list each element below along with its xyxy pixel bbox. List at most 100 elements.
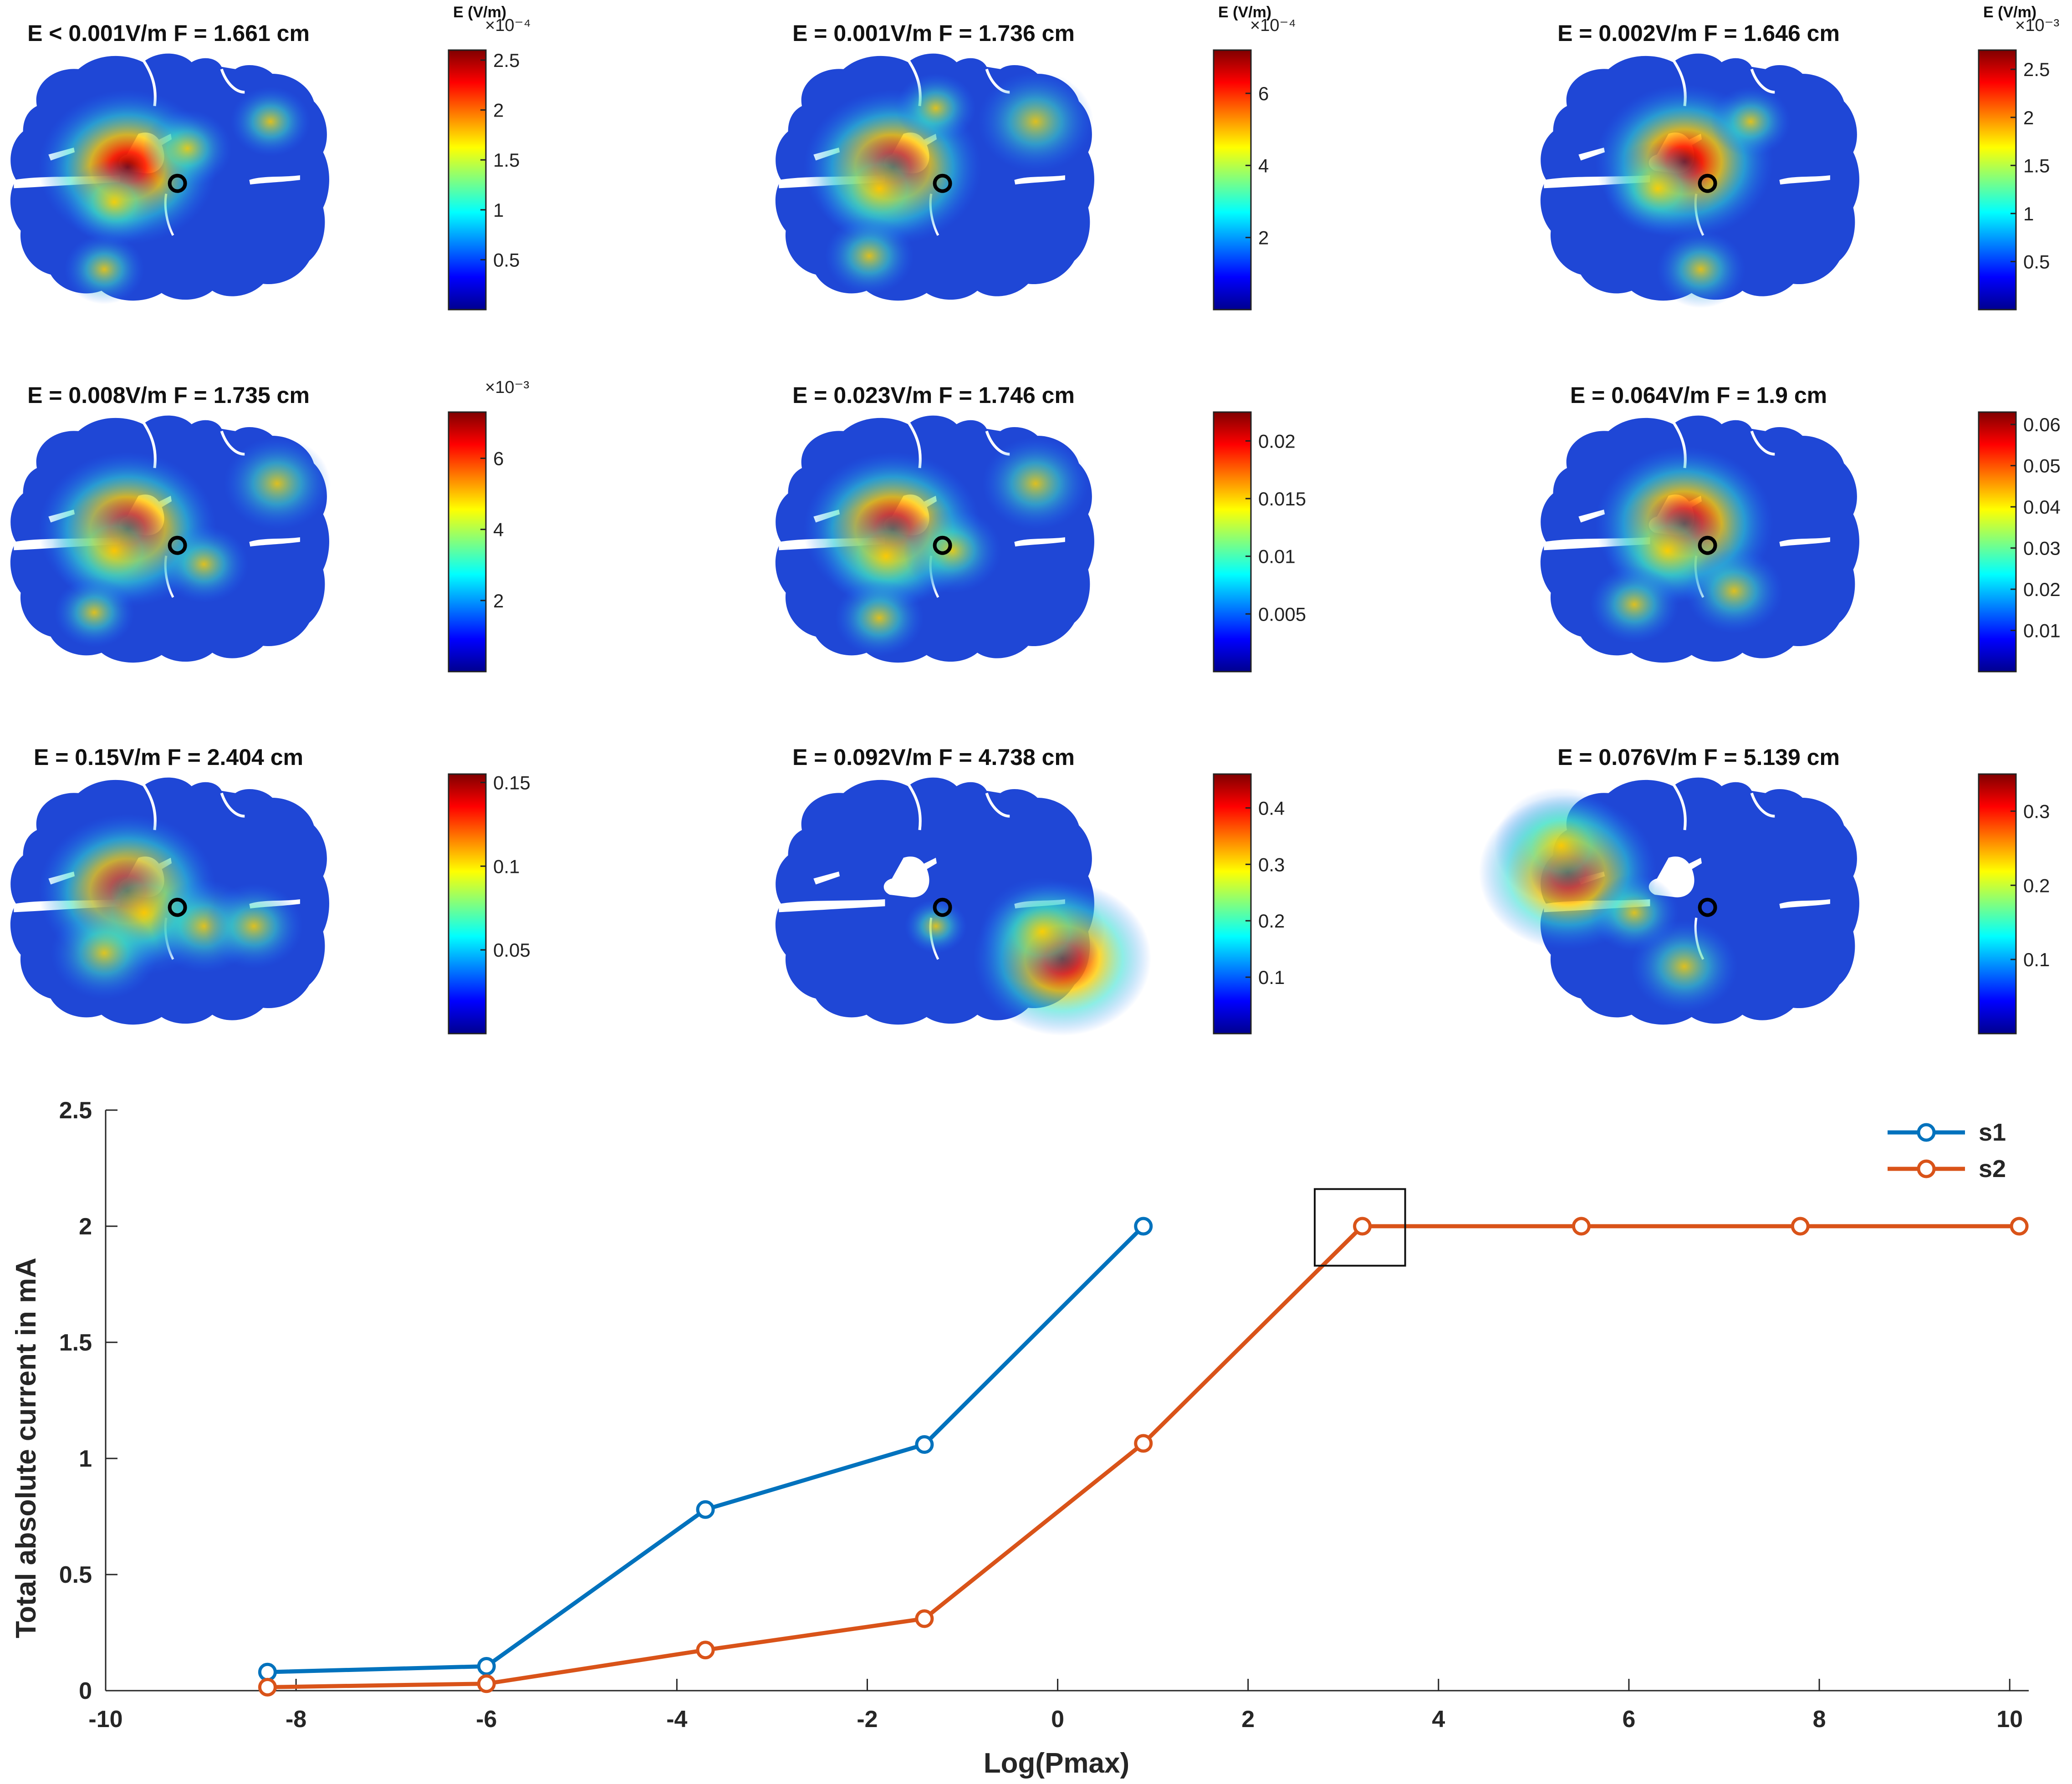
colorbar: [1978, 49, 2017, 311]
colorbar-tick-label: 2: [1258, 227, 1269, 249]
brain-panel: E = 0.092V/m F = 4.738 cm 0.1 0.2 0.3 0.4: [776, 744, 1285, 1036]
field-hotspot: [1710, 87, 1791, 157]
field-hotspot: [982, 437, 1089, 530]
data-point-s2: [258, 1677, 277, 1697]
legend-label-s2: s2: [1979, 1155, 2006, 1183]
colorbar: [1213, 411, 1252, 673]
field-hotspot: [65, 159, 163, 245]
y-tick-label: 1: [79, 1446, 92, 1472]
data-point-s1: [915, 1435, 934, 1454]
legend-label-s1: s1: [1979, 1119, 2006, 1146]
x-tick-label: -6: [476, 1706, 497, 1733]
colorbar-tick-label: 0.5: [493, 249, 520, 270]
panel-title: E = 0.001V/m F = 1.736 cm: [792, 20, 1075, 46]
colorbar-tick-label: 0.2: [1258, 910, 1285, 932]
highlight-box: [1314, 1188, 1406, 1267]
colorbar: [1213, 49, 1252, 311]
panel-title: E = 0.023V/m F = 1.746 cm: [792, 382, 1075, 408]
data-point-s1: [258, 1662, 277, 1682]
brain-panels: E < 0.001V/m F = 1.661 cm 0.5 1 1.5 2 2.5 ×10⁻…: [10, 4, 2061, 1036]
field-hotspot: [143, 110, 232, 187]
colorbar-tick-label: 0.3: [2023, 800, 2050, 822]
colorbar-tick-label: 0.4: [1258, 797, 1285, 819]
colorbar-tick-label: 0.2: [2023, 875, 2050, 896]
colorbar-tick-label: 0.005: [1258, 603, 1306, 625]
x-tick-label: -10: [88, 1706, 122, 1733]
field-hotspot: [1685, 548, 1783, 634]
field-hotspot: [980, 877, 1105, 986]
colorbar-exponent: ×10⁻⁴: [485, 16, 531, 35]
field-hotspot: [64, 234, 144, 304]
colorbar-tick-label: 2: [2023, 107, 2034, 128]
panel-title: E = 0.092V/m F = 4.738 cm: [792, 744, 1075, 770]
field-hotspot: [896, 73, 976, 143]
field-hotspot: [159, 525, 249, 603]
colorbar-title: E (V/m): [1218, 4, 1271, 21]
data-point-s2: [1353, 1217, 1372, 1236]
colorbar-tick-label: 2.5: [2023, 59, 2050, 80]
legend-marker-s1: [1917, 1123, 1936, 1142]
colorbar-tick-label: 2: [493, 590, 504, 612]
field-hotspot: [817, 134, 942, 243]
field-hotspot: [903, 508, 1002, 593]
colorbar-tick-label: 2.5: [493, 50, 520, 71]
colorbar-tick-label: 0.1: [493, 856, 520, 877]
series-line-s1: [267, 1224, 1145, 1674]
field-hotspot: [904, 899, 967, 953]
colorbar-tick-label: 0.015: [1258, 488, 1306, 510]
target-marker: [933, 897, 952, 917]
data-point-s2: [696, 1641, 715, 1660]
colorbar-tick-label: 6: [493, 448, 504, 469]
target-marker: [1698, 897, 1717, 917]
field-hotspot: [52, 496, 177, 605]
brain-panel: E = 0.002V/m F = 1.646 cm 0.5 1 1.5 2 2.5 ×10⁻…: [1541, 4, 2059, 311]
panel-title: E = 0.076V/m F = 5.139 cm: [1557, 744, 1840, 770]
x-tick-label: 10: [1996, 1706, 2023, 1733]
field-hotspot: [1494, 787, 1628, 904]
colorbar-tick-label: 0.04: [2023, 496, 2061, 518]
colorbar: [448, 49, 487, 311]
colorbar-tick-label: 6: [1258, 83, 1269, 104]
data-point-s2: [1572, 1217, 1591, 1236]
x-tick-label: -8: [286, 1706, 306, 1733]
target-marker: [168, 173, 187, 193]
colorbar: [1213, 773, 1252, 1035]
chart-series: [258, 1188, 2029, 1697]
colorbar-tick-label: 0.5: [2023, 251, 2050, 272]
panel-title: E = 0.064V/m F = 1.9 cm: [1570, 382, 1827, 408]
colorbar-tick-label: 0.01: [1258, 546, 1296, 567]
field-hotspot: [1590, 566, 1679, 643]
target-marker: [1698, 173, 1717, 193]
y-tick-label: 0.5: [59, 1562, 92, 1588]
colorbar-tick-label: 0.01: [2023, 620, 2061, 642]
field-hotspot: [1656, 230, 1745, 308]
x-axis-label: Log(Pmax): [984, 1748, 1129, 1779]
y-tick-label: 2: [79, 1213, 92, 1240]
brain-panel: E = 0.001V/m F = 1.736 cm 2 4 6 ×10⁻⁴E (V/m): [776, 4, 1296, 311]
colorbar-tick-label: 0.02: [1258, 430, 1296, 452]
x-tick-label: -2: [857, 1706, 878, 1733]
brain-panel: E = 0.008V/m F = 1.735 cm 2 4 6 ×10⁻³: [10, 378, 529, 673]
colorbar-tick-label: 1.5: [2023, 155, 2050, 176]
colorbar-tick-label: 1.5: [493, 149, 520, 171]
colorbar-tick-label: 0.06: [2023, 414, 2061, 435]
data-point-s1: [696, 1500, 715, 1519]
colorbar-tick-label: 2: [493, 100, 504, 121]
field-hotspot: [977, 71, 1094, 172]
x-tick-label: -4: [666, 1706, 687, 1733]
brain-panel: E = 0.15V/m F = 2.404 cm 0.05 0.1 0.15: [10, 744, 531, 1035]
colorbar-title: E (V/m): [1983, 4, 2036, 21]
x-tick-label: 8: [1813, 1706, 1826, 1733]
panel-title: E = 0.008V/m F = 1.735 cm: [27, 382, 310, 408]
colorbar-tick-label: 0.03: [2023, 538, 2061, 559]
colorbar-tick-label: 0.05: [493, 939, 531, 961]
field-hotspot: [204, 883, 303, 969]
colorbar-tick-label: 0.3: [1258, 854, 1285, 875]
y-axis-label: Total absolute current in mA: [10, 1258, 42, 1638]
target-marker: [168, 535, 187, 555]
legend-marker-s2: [1917, 1159, 1936, 1178]
panel-title: E < 0.001V/m F = 1.661 cm: [27, 20, 310, 46]
colorbar-exponent: ×10⁻⁴: [1250, 16, 1296, 35]
